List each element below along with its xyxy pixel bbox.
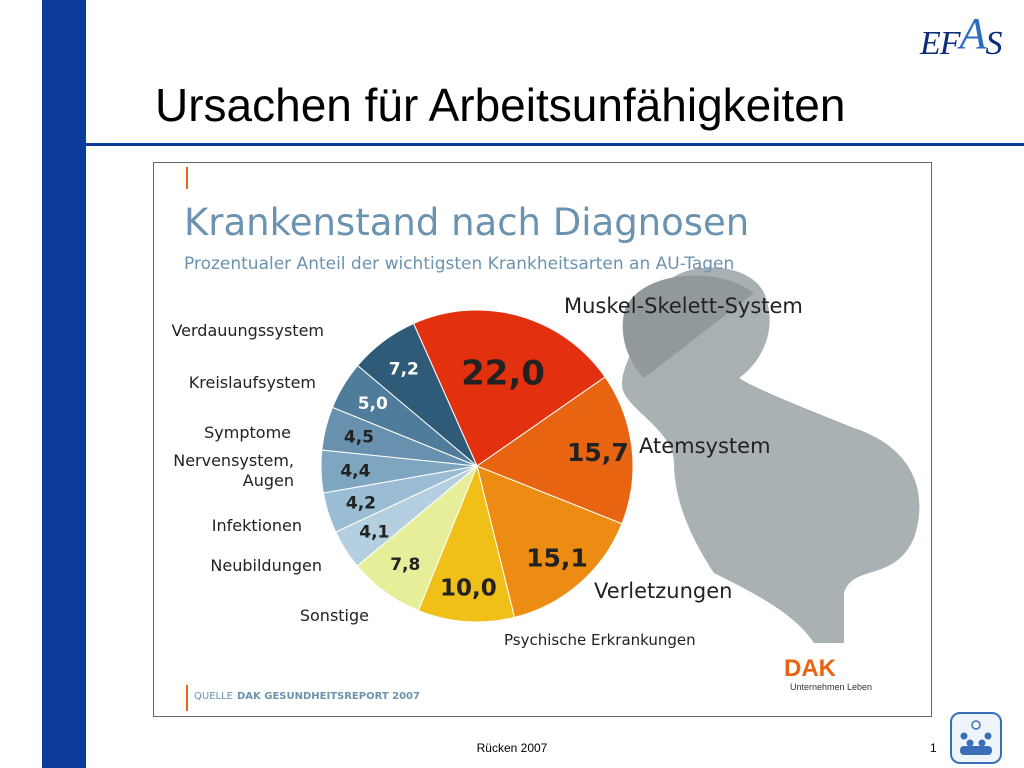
slice-category-label: Muskel-Skelett-System: [564, 294, 803, 318]
slice-category-label: Verletzungen: [594, 579, 732, 603]
chart-panel: 22,0 Muskel-Skelett-System 15,7 Atemsystem 1…: [153, 162, 932, 717]
left-accent-bar: [42, 0, 86, 768]
slice-category-label: Atemsystem: [639, 434, 771, 458]
slice-value-label: 22,0: [461, 354, 545, 394]
slice-value-label: 7,2: [389, 360, 419, 380]
slice-category-label: Sonstige: [300, 606, 369, 625]
slice-category-label: Kreislaufsystem: [189, 373, 316, 392]
source-prefix: QUELLE: [194, 691, 233, 702]
chart-subtitle: Prozentualer Anteil der wichtigsten Kran…: [184, 254, 734, 274]
pie-slice: [417, 464, 516, 623]
slice-value-label: 10,0: [440, 575, 497, 601]
slice-category-label: Neubildungen: [210, 556, 322, 575]
team-icon: [950, 712, 1002, 764]
slice-value-label: 7,8: [390, 555, 420, 575]
footer-text: Rücken 2007: [476, 741, 548, 755]
dak-logo: DAK: [784, 655, 837, 682]
slice-value-label: 5,0: [358, 394, 388, 414]
slice-category-label-line: Nervensystem,: [173, 451, 294, 470]
slice-value-label: 15,7: [567, 438, 629, 467]
efas-logo: EFAS: [920, 9, 1002, 62]
pie-slice: [412, 309, 606, 467]
slide-title: Ursachen für Arbeitsunfähigkeiten: [155, 79, 846, 131]
pie-slice: [476, 465, 623, 619]
slice-category-label: Symptome: [204, 423, 291, 442]
pie-slice: [475, 376, 634, 525]
slice-value-label: 4,4: [340, 461, 370, 481]
slice-value-label: 15,1: [526, 543, 588, 572]
pie-slice: [356, 322, 478, 467]
dak-tagline: Unternehmen Leben: [790, 682, 872, 692]
slice-category-label: Infektionen: [212, 516, 302, 535]
chart-title: Krankenstand nach Diagnosen: [184, 201, 749, 244]
slice-value-label: 4,2: [346, 494, 376, 514]
source-marker-top: [186, 167, 188, 189]
slice-category-label: Verdauungssystem: [171, 321, 324, 340]
slice-value-label: 4,5: [344, 428, 374, 448]
title-divider: [86, 143, 1024, 146]
source-name: DAK GESUNDHEITSREPORT 2007: [237, 691, 420, 702]
people-group-icon: [960, 720, 992, 755]
source-marker-bottom: [186, 685, 188, 711]
slice-category-label: Nervensystem, Augen: [173, 451, 294, 490]
slice-category-label: Psychische Erkrankungen: [504, 631, 696, 649]
page-number: 1: [930, 741, 937, 755]
slice-value-label: 4,1: [359, 522, 389, 542]
slice-category-label-line: Augen: [243, 471, 294, 490]
person-silhouette: [622, 267, 920, 643]
chart-source: QUELLE DAK GESUNDHEITSREPORT 2007: [194, 691, 420, 702]
pie-chart: 22,0 Muskel-Skelett-System 15,7 Atemsystem 1…: [171, 167, 920, 711]
